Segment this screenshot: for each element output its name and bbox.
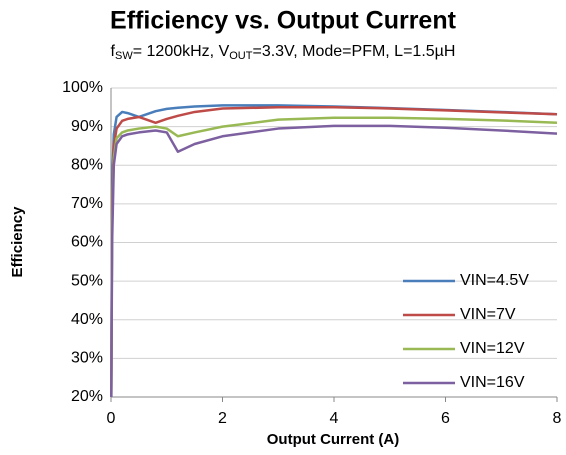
legend: VIN=4.5V VIN=7V VIN=12V VIN=16V [403, 272, 529, 391]
series-line [110, 124, 558, 398]
y-axis-label: Efficiency [9, 206, 26, 278]
x-tick-label: 0 [107, 410, 116, 427]
series-line [110, 106, 558, 398]
y-tick-label: 70% [71, 195, 103, 212]
y-tick-label: 50% [71, 272, 103, 289]
y-tick-label: 40% [71, 311, 103, 328]
subtitle-text: = 1200kHz, V [133, 43, 230, 60]
x-tick-label: 2 [218, 410, 227, 427]
y-tick-label: 80% [71, 156, 103, 173]
y-tick-label: 100% [62, 79, 103, 96]
y-tick-label: 60% [71, 234, 103, 251]
legend-label: VIN=7V [460, 306, 516, 323]
y-tick-label: 90% [71, 118, 103, 135]
subtitle-text: f [111, 43, 116, 60]
x-axis-label: Output Current (A) [267, 431, 399, 448]
subtitle-text: =3.3V, Mode=PFM, L=1.5µH [252, 43, 455, 60]
plot-area [110, 104, 558, 398]
x-tick-label: 8 [553, 410, 562, 427]
legend-label: VIN=16V [460, 374, 525, 391]
chart-title: Efficiency vs. Output Current [110, 7, 457, 35]
legend-label: VIN=4.5V [460, 272, 529, 289]
subtitle-subscript: OUT [229, 50, 253, 62]
series-line [110, 116, 558, 398]
subtitle-subscript: SW [115, 50, 133, 62]
x-tick-label: 6 [441, 410, 450, 427]
legend-label: VIN=12V [460, 340, 525, 357]
y-tick-label: 30% [71, 350, 103, 367]
chart-subtitle: fSW= 1200kHz, VOUT=3.3V, Mode=PFM, L=1.5… [111, 43, 456, 62]
x-tick-label: 4 [330, 410, 339, 427]
y-tick-label: 20% [71, 388, 103, 405]
